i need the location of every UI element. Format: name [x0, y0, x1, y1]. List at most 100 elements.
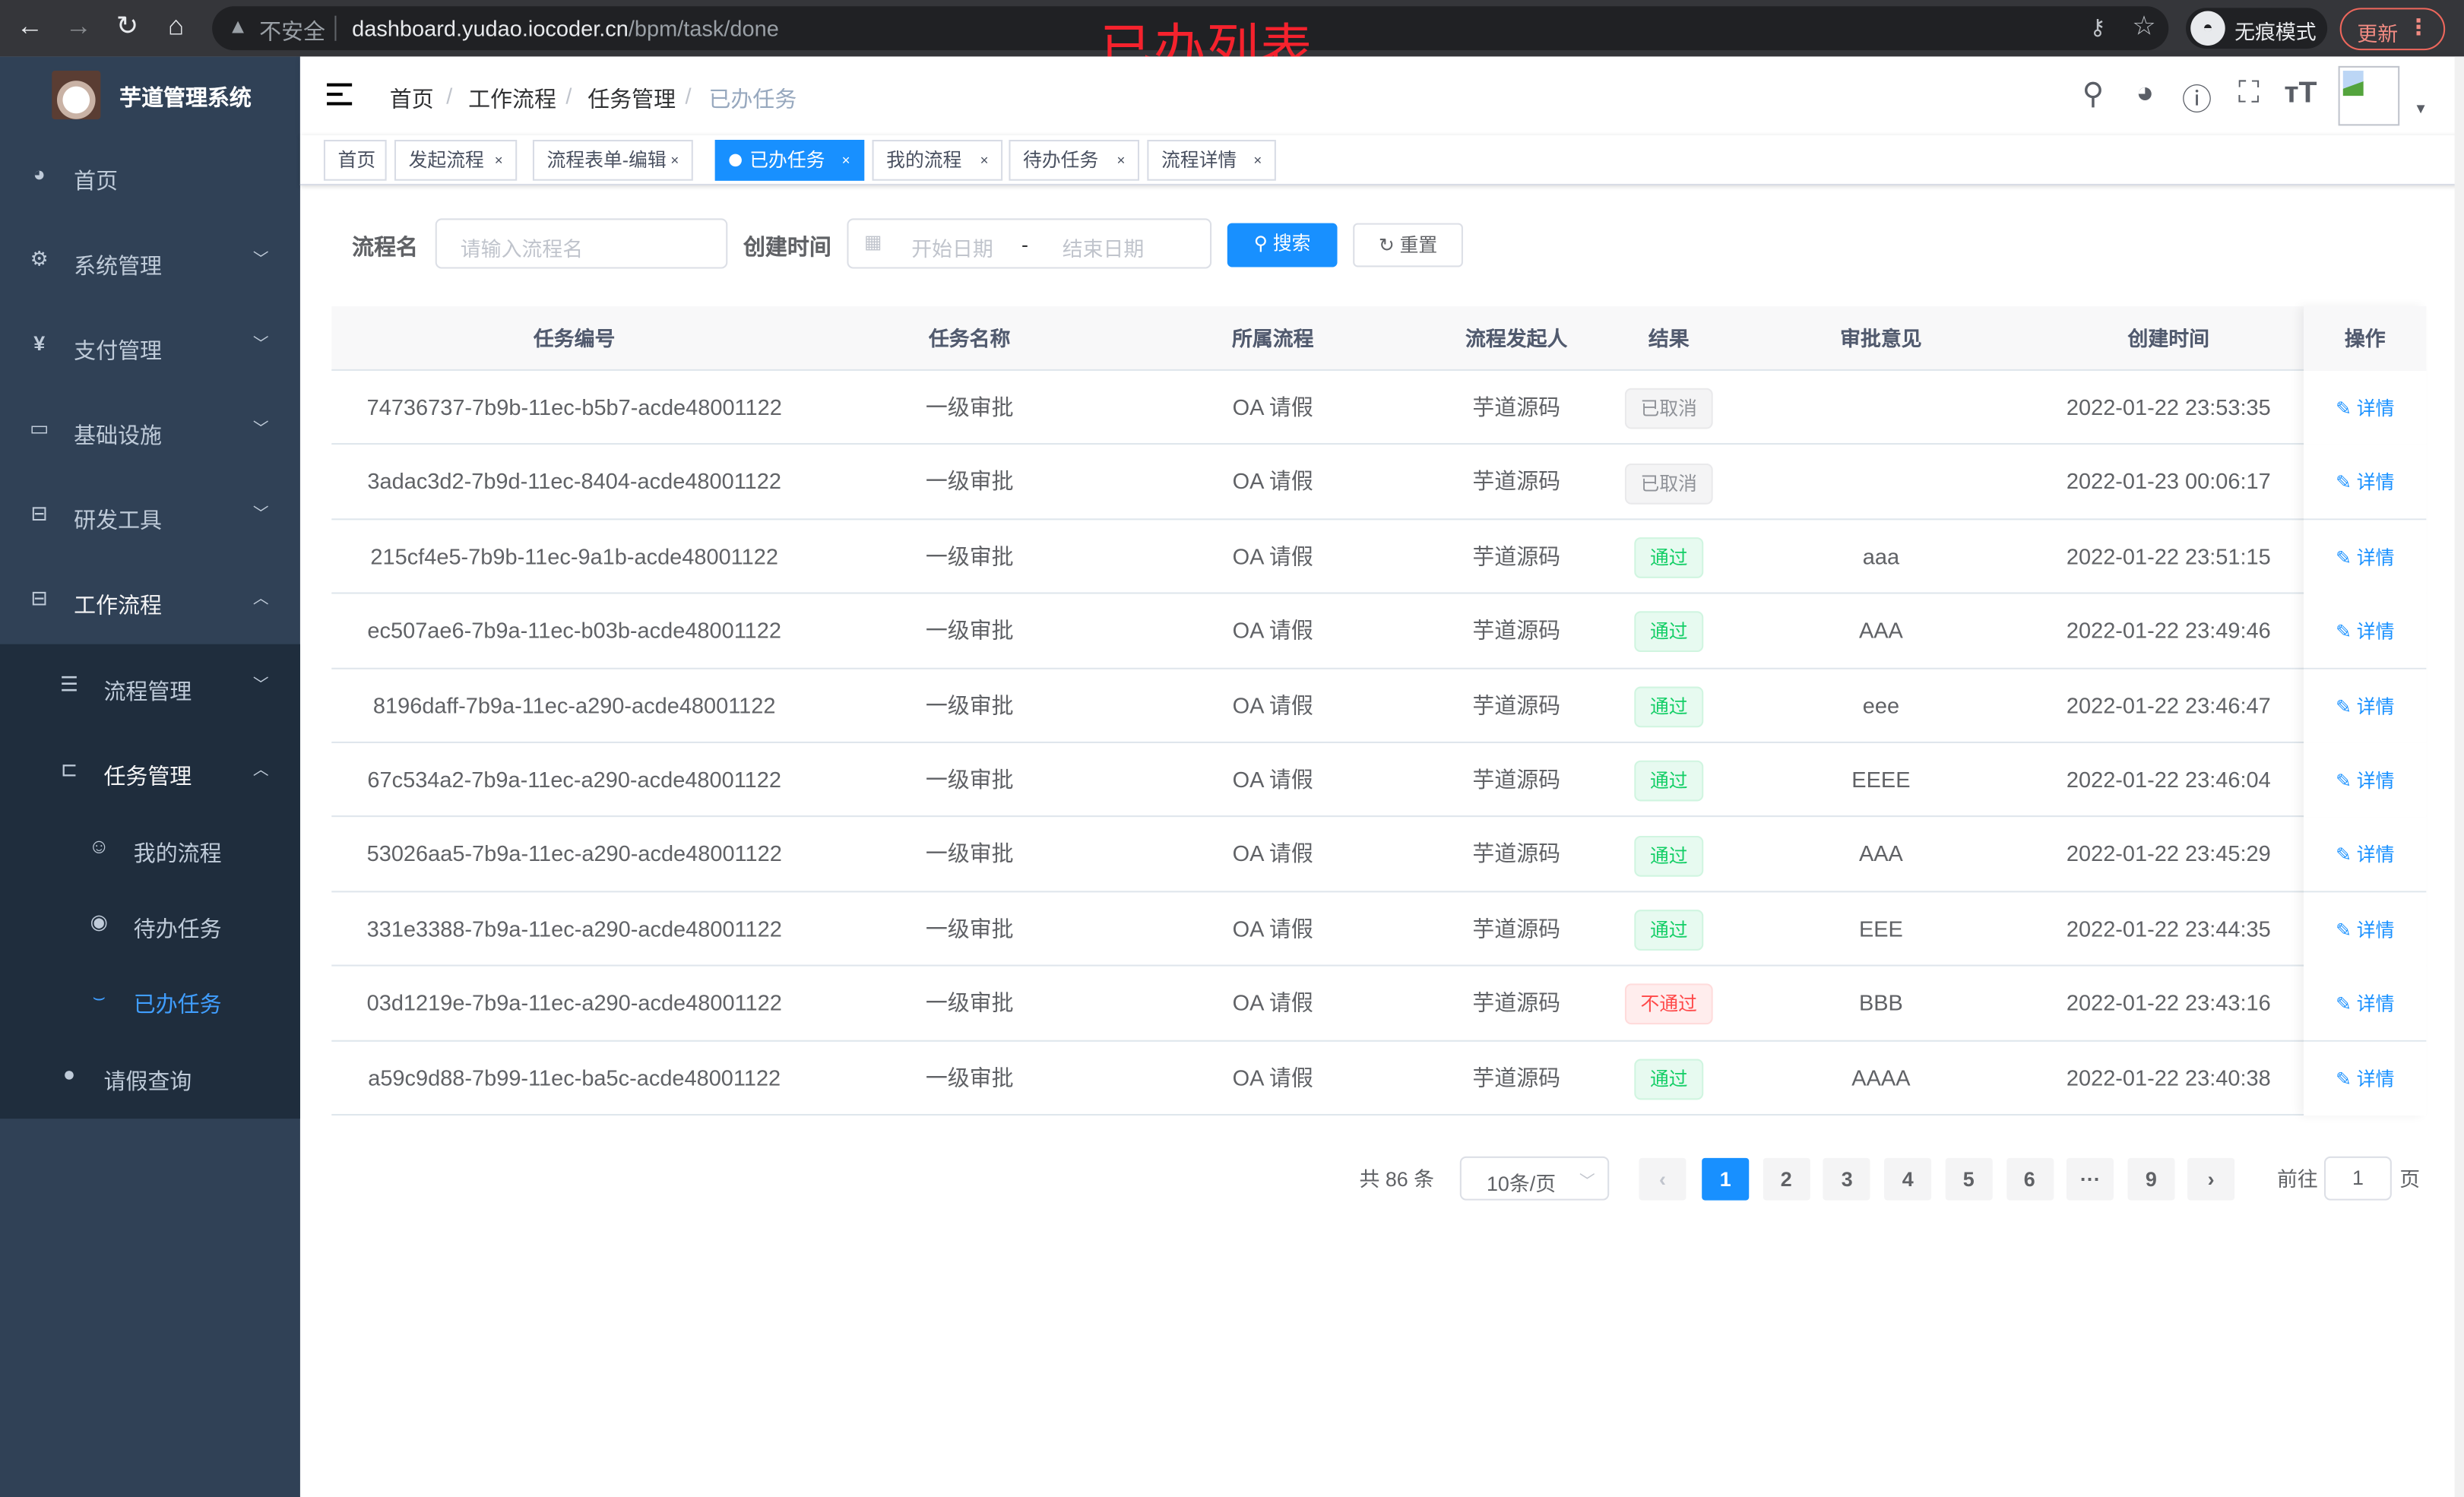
sidebar-item-workflow[interactable]: ⊟ 工作流程 ︿: [0, 559, 300, 644]
people-icon: ☺: [88, 834, 109, 858]
forward-icon[interactable]: →: [65, 11, 92, 41]
result-cell: 通过: [1609, 892, 1728, 966]
detail-label: 详情: [2356, 993, 2395, 1016]
tag-todo[interactable]: 待办任务 ×: [1009, 140, 1140, 181]
home-icon[interactable]: ⌂: [167, 11, 185, 41]
caret-down-icon[interactable]: ▼: [2413, 100, 2428, 117]
gear-icon: ⚙: [30, 246, 49, 271]
detail-button[interactable]: ✎ 详情: [2336, 844, 2394, 866]
scrollbar[interactable]: [2454, 56, 2464, 1497]
page-button[interactable]: 2: [1762, 1157, 1810, 1201]
font-size-icon[interactable]: ᴛT: [2284, 77, 2317, 110]
sidebar-item-leave[interactable]: ● 请假查询: [0, 1039, 300, 1117]
detail-button[interactable]: ✎ 详情: [2336, 1068, 2394, 1090]
url-text[interactable]: dashboard.yudao.iocoder.cn/bpm/task/done: [352, 16, 779, 41]
tag-label: 首页: [337, 149, 376, 172]
detail-button[interactable]: ✎ 详情: [2336, 919, 2394, 941]
back-icon[interactable]: ←: [16, 11, 43, 41]
detail-button[interactable]: ✎ 详情: [2336, 621, 2394, 643]
tag-label: 流程详情: [1161, 149, 1237, 172]
task-id-cell: 03d1219e-7b9a-11ec-a290-acde48001122: [366, 989, 782, 1016]
detail-button[interactable]: ✎ 详情: [2336, 770, 2394, 792]
col-starter: 流程发起人: [1465, 327, 1568, 351]
page-size-select[interactable]: 10条/页 ﹀: [1459, 1156, 1610, 1201]
sidebar-item-pay[interactable]: ¥ 支付管理 ﹀: [0, 305, 300, 390]
sidebar-item-process-manage[interactable]: ☰ 流程管理 ﹀: [0, 646, 300, 731]
task-id-cell: 74736737-7b9b-11ec-b5b7-acde48001122: [366, 394, 782, 420]
page-button[interactable]: 6: [2006, 1157, 2054, 1201]
action-cell: ✎ 详情: [2304, 445, 2427, 520]
page-button[interactable]: 5: [1945, 1157, 1993, 1201]
detail-button[interactable]: ✎ 详情: [2336, 695, 2394, 717]
close-icon[interactable]: ×: [980, 152, 989, 169]
tag-process-detail[interactable]: 流程详情 ×: [1147, 140, 1276, 181]
hamburger-icon[interactable]: [327, 83, 353, 106]
breadcrumb-task-manage[interactable]: 任务管理: [587, 86, 676, 112]
tag-done-tasks[interactable]: 已办任务 ×: [714, 140, 865, 181]
key-icon[interactable]: ⚷: [2089, 14, 2106, 40]
prev-page-button[interactable]: ‹: [1639, 1157, 1686, 1201]
breadcrumb-home[interactable]: 首页: [389, 86, 434, 112]
incognito-badge[interactable]: ◓ 无痕模式: [2186, 8, 2328, 49]
sidebar-item-system[interactable]: ⚙ 系统管理 ﹀: [0, 220, 300, 305]
start-date-input[interactable]: 开始日期: [911, 237, 993, 261]
detail-button[interactable]: ✎ 详情: [2336, 472, 2394, 494]
sidebar-item-todo[interactable]: ◉ 待办任务: [0, 888, 300, 963]
detail-button[interactable]: ✎ 详情: [2336, 397, 2394, 419]
tag-home[interactable]: 首页: [323, 140, 387, 181]
update-button[interactable]: 更新 ⋮: [2339, 8, 2446, 51]
tag-start-process[interactable]: 发起流程 ×: [394, 140, 518, 181]
close-icon[interactable]: ×: [494, 152, 503, 169]
process-cell: OA 请假: [1232, 766, 1313, 793]
starter-cell: 芋道源码: [1472, 692, 1561, 718]
goto-page-input[interactable]: 1: [2323, 1156, 2392, 1201]
sidebar-item-devtools[interactable]: ⊟ 研发工具 ﹀: [0, 474, 300, 559]
help-icon[interactable]: ⓘ: [2181, 84, 2212, 119]
page-button[interactable]: 9: [2127, 1157, 2175, 1201]
more-pages-button[interactable]: ···: [2067, 1157, 2114, 1201]
process-cell: OA 请假: [1232, 840, 1313, 867]
chevron-down-icon: ﹀: [252, 505, 269, 524]
process-name-input[interactable]: 请输入流程名: [435, 218, 728, 269]
sidebar-item-task-manage[interactable]: ⊏ 任务管理 ︿: [0, 730, 300, 815]
search-icon: ⚲: [1253, 233, 1273, 255]
sidebar-item-my-process[interactable]: ☺ 我的流程: [0, 812, 300, 888]
reset-button[interactable]: ↻ 重置: [1353, 223, 1463, 267]
detail-button[interactable]: ✎ 详情: [2336, 546, 2394, 568]
github-icon[interactable]: ◕: [2136, 77, 2155, 110]
task-id-cell: 215cf4e5-7b9b-11ec-9a1b-acde48001122: [370, 543, 778, 569]
next-page-button[interactable]: ›: [2187, 1157, 2235, 1201]
action-cell: ✎ 详情: [2304, 891, 2427, 967]
table-row: 03d1219e-7b9a-11ec-a290-acde48001122 一级审批…: [331, 966, 2427, 1041]
tag-form-edit[interactable]: 流程表单-编辑 ×: [532, 140, 693, 181]
tag-label: 我的流程: [886, 149, 962, 172]
search-icon[interactable]: ⚲: [2082, 78, 2105, 112]
reload-icon[interactable]: ↻: [116, 11, 139, 41]
avatar[interactable]: [2338, 65, 2400, 126]
breadcrumb-workflow[interactable]: 工作流程: [468, 86, 556, 112]
close-icon[interactable]: ×: [670, 152, 679, 169]
sidebar-item-done[interactable]: ⌣ 已办任务: [0, 963, 300, 1038]
date-range-picker[interactable]: ▦ 开始日期 - 结束日期: [847, 218, 1212, 269]
page-button[interactable]: 1: [1702, 1157, 1750, 1201]
monitor-icon: ▭: [29, 416, 49, 440]
close-icon[interactable]: ×: [841, 152, 850, 169]
close-icon[interactable]: ×: [1253, 152, 1262, 169]
sidebar-item-home[interactable]: ◕ 首页: [0, 135, 300, 220]
star-icon[interactable]: ☆: [2132, 11, 2156, 41]
sidebar-item-label: 流程管理: [103, 679, 192, 704]
page-button[interactable]: 4: [1884, 1157, 1932, 1201]
sidebar-item-infra[interactable]: ▭ 基础设施 ﹀: [0, 390, 300, 475]
address-bar[interactable]: ▲ 不安全 dashboard.yudao.iocoder.cn/bpm/tas…: [212, 6, 2169, 51]
starter-cell: 芋道源码: [1472, 617, 1561, 644]
page-button[interactable]: 3: [1823, 1157, 1871, 1201]
search-button[interactable]: ⚲ 搜索: [1227, 223, 1338, 267]
detail-button[interactable]: ✎ 详情: [2336, 993, 2394, 1015]
end-date-input[interactable]: 结束日期: [1062, 237, 1145, 261]
tag-my-process[interactable]: 我的流程 ×: [872, 140, 1003, 181]
close-icon[interactable]: ×: [1116, 152, 1126, 169]
comment-cell: [1728, 445, 2033, 519]
sidebar-item-label: 已办任务: [133, 991, 222, 1017]
fullscreen-icon[interactable]: ⛶: [2238, 77, 2260, 110]
chevron-up-icon: ︿: [252, 761, 269, 780]
